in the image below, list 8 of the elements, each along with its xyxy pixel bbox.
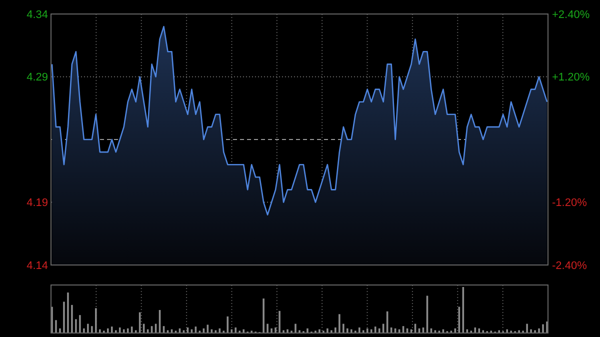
y-tick-label: 4.19 [26, 197, 48, 210]
y-tick-label: 4.14 [26, 260, 48, 272]
y-tick-label: 4.29 [26, 72, 48, 84]
y2-tick-label: +2.40% [552, 8, 590, 21]
y2-tick-label: +1.20% [552, 72, 590, 84]
y2-tick-label: -2.40% [552, 260, 588, 272]
y2-tick-label: -1.20% [552, 197, 588, 210]
y-tick-label: 4.34 [26, 8, 48, 21]
